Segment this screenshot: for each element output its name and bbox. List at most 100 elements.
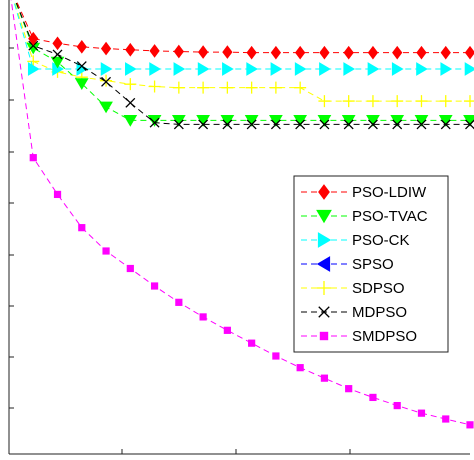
data-point-marker [125, 97, 136, 108]
data-point-marker [319, 331, 329, 341]
data-point-marker [367, 62, 380, 76]
data-point-marker [272, 352, 280, 360]
data-point-marker [318, 95, 331, 108]
data-point-marker [294, 81, 307, 94]
legend-label: PSO-TVAC [352, 208, 428, 225]
data-point-marker [222, 45, 233, 59]
data-point-marker [417, 409, 426, 417]
legend-label: PSO-LDIW [352, 184, 427, 201]
data-point-marker [270, 62, 283, 76]
data-point-marker [150, 282, 159, 290]
data-point-marker [50, 56, 65, 69]
data-point-marker [440, 62, 453, 76]
legend-item: SDPSO [301, 280, 405, 297]
legend-item: PSO-TVAC [301, 208, 428, 225]
data-point-marker [149, 117, 160, 128]
data-point-marker [29, 154, 37, 162]
data-point-marker [102, 247, 110, 255]
series-sdpso [13, 0, 474, 108]
data-point-marker [316, 209, 332, 224]
series-line [13, 0, 470, 102]
data-point-marker [366, 95, 379, 108]
data-point-marker [319, 62, 331, 76]
series-layer [10, 0, 474, 429]
data-point-marker [125, 42, 136, 57]
data-point-marker [76, 61, 87, 72]
series-smdpso [10, 0, 474, 429]
legend-item: PSO-LDIW [301, 184, 427, 201]
data-point-marker [295, 119, 306, 130]
data-point-marker [222, 119, 233, 130]
data-point-marker [197, 81, 210, 94]
data-point-marker [269, 81, 282, 94]
data-point-marker [248, 339, 256, 347]
data-point-marker [319, 119, 330, 130]
data-point-marker [101, 76, 112, 87]
legend-label: SMDPSO [352, 328, 417, 345]
data-point-marker [343, 119, 354, 130]
data-point-marker [295, 45, 306, 60]
data-point-marker [197, 45, 209, 59]
data-point-marker [392, 45, 403, 60]
data-point-marker [175, 298, 183, 306]
data-point-marker [440, 45, 451, 60]
data-point-marker [415, 95, 428, 108]
data-point-marker [465, 119, 474, 130]
data-point-marker [342, 95, 355, 108]
legend-item: MDPSO [301, 304, 407, 321]
data-point-marker [100, 74, 113, 87]
data-point-marker [74, 78, 89, 90]
data-point-marker [147, 115, 162, 127]
data-point-marker [53, 190, 62, 199]
legend-label: MDPSO [352, 304, 407, 321]
series-mdpso [14, 0, 474, 130]
data-point-marker [100, 62, 113, 76]
data-point-marker [439, 95, 452, 108]
data-point-marker [223, 326, 231, 334]
legend-item: SPSO [301, 256, 394, 273]
data-point-marker [317, 232, 332, 248]
data-point-marker [367, 119, 378, 130]
data-point-marker [149, 44, 160, 58]
data-point-marker [222, 62, 234, 76]
data-point-marker [369, 393, 377, 402]
data-point-marker [52, 36, 63, 51]
data-point-marker [464, 62, 474, 76]
series-pso-tvac [14, 0, 474, 127]
data-point-marker [416, 45, 427, 60]
axes [8, 0, 470, 455]
data-point-marker [270, 45, 282, 60]
legend-label: SDPSO [352, 280, 405, 297]
series-pso-ck [12, 0, 474, 76]
data-point-marker [367, 45, 379, 60]
series-line [12, 0, 470, 70]
data-point-marker [416, 119, 427, 130]
data-point-marker [464, 45, 474, 60]
data-point-marker [246, 62, 259, 76]
data-point-marker [316, 256, 331, 272]
data-point-marker [52, 49, 63, 60]
legend: PSO-LDIW PSO-TVAC PSO-CK SPSO SDPSO MDPSO SMDP… [293, 175, 449, 353]
data-point-marker [76, 39, 87, 54]
data-point-marker [28, 31, 39, 46]
data-point-marker [392, 119, 403, 130]
data-point-marker [319, 45, 330, 60]
data-point-marker [172, 81, 185, 94]
series-line [14, 0, 470, 125]
data-point-marker [318, 306, 330, 318]
data-point-marker [99, 101, 113, 114]
data-point-marker [199, 313, 207, 321]
data-point-marker [100, 41, 112, 56]
data-point-marker [149, 62, 161, 76]
data-point-marker [320, 374, 329, 382]
legend-item: PSO-CK [301, 232, 410, 249]
data-point-marker [123, 115, 138, 127]
data-point-marker [294, 62, 307, 76]
series-line [14, 0, 470, 121]
data-point-marker [343, 62, 356, 76]
data-point-marker [148, 80, 161, 93]
data-point-marker [246, 119, 257, 130]
data-point-marker [27, 62, 40, 76]
data-point-marker [442, 415, 450, 423]
